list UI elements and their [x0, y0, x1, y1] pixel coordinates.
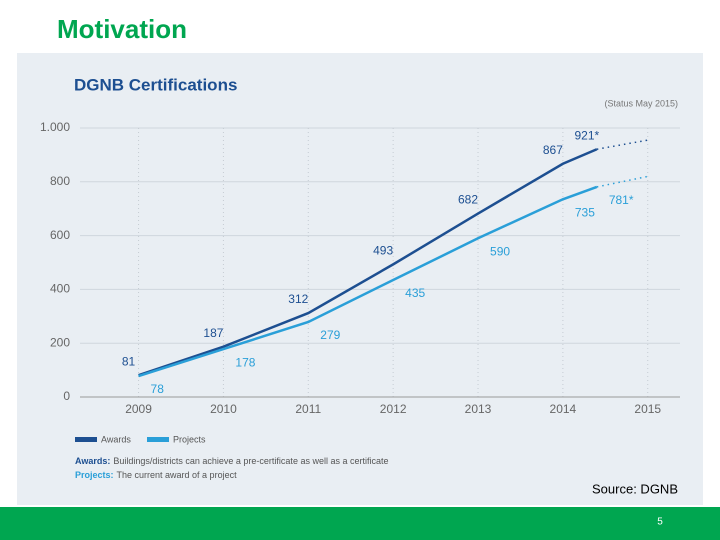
x-tick-label: 2012: [380, 402, 407, 416]
x-tick-label: 2009: [125, 402, 152, 416]
footnote-label: Awards:: [75, 456, 110, 466]
y-tick-label: 400: [50, 282, 70, 296]
footnote-label: Projects:: [75, 470, 114, 480]
data-label: 682: [458, 193, 478, 207]
footnote-text: Buildings/districts can achieve a pre-ce…: [113, 456, 388, 466]
data-label: 921*: [574, 128, 599, 142]
y-tick-label: 1.000: [40, 120, 70, 134]
data-label: 81: [122, 354, 136, 368]
footnote-text: The current award of a project: [117, 470, 238, 480]
data-label: 590: [490, 244, 510, 258]
footnote: Projects: The current award of a project: [75, 470, 237, 480]
y-tick-label: 800: [50, 174, 70, 188]
footer-bar: [0, 507, 720, 540]
data-label: 187: [203, 326, 223, 340]
data-label: 867: [543, 143, 563, 157]
data-label: 78: [151, 382, 165, 396]
y-tick-label: 0: [63, 389, 70, 403]
data-label: 735: [575, 205, 595, 219]
legend-swatch: [75, 437, 97, 442]
page-number: 5: [657, 517, 663, 528]
chart-note: (Status May 2015): [604, 98, 678, 108]
footnote: Awards: Buildings/districts can achieve a…: [75, 456, 388, 466]
x-tick-label: 2011: [295, 402, 321, 416]
x-tick-label: 2010: [210, 402, 237, 416]
line: [138, 148, 598, 377]
data-label: 435: [405, 286, 425, 300]
legend-label: Projects: [173, 434, 206, 444]
line: [138, 185, 598, 378]
chart-title: DGNB Certifications: [74, 75, 237, 94]
data-label: 279: [320, 328, 340, 342]
legend-label: Awards: [101, 434, 131, 444]
source: Source: DGNB: [592, 481, 678, 496]
x-tick-label: 2015: [634, 402, 661, 416]
x-tick-label: 2014: [550, 402, 577, 416]
data-label: 781*: [609, 193, 634, 207]
y-tick-label: 600: [50, 228, 70, 242]
x-tick-label: 2013: [465, 402, 492, 416]
slide-title: Motivation: [57, 14, 187, 44]
data-label: 493: [373, 244, 393, 258]
legend-swatch: [147, 437, 169, 442]
data-label: 312: [288, 292, 308, 306]
data-label: 178: [235, 355, 255, 369]
y-tick-label: 200: [50, 335, 70, 349]
